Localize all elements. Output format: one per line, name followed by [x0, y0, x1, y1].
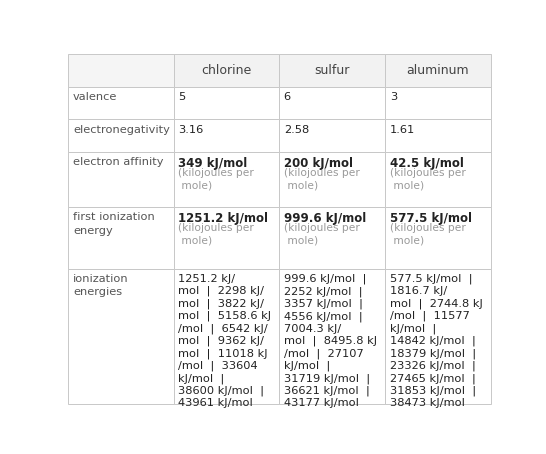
- Bar: [279, 152, 385, 207]
- Bar: [68, 207, 174, 268]
- Bar: [68, 54, 174, 87]
- Bar: [279, 207, 385, 268]
- Bar: [279, 54, 385, 87]
- Bar: [385, 268, 491, 404]
- Bar: [385, 54, 491, 87]
- Bar: [174, 268, 279, 404]
- Bar: [385, 87, 491, 119]
- Text: chlorine: chlorine: [201, 64, 252, 78]
- Text: 1251.2 kJ/
mol  |  2298 kJ/
mol  |  3822 kJ/
mol  |  5158.6 kJ
/mol  |  6542 kJ/: 1251.2 kJ/ mol | 2298 kJ/ mol | 3822 kJ/…: [179, 274, 271, 409]
- Bar: [385, 152, 491, 207]
- Text: 3: 3: [390, 92, 397, 102]
- Bar: [68, 87, 174, 119]
- Text: first ionization
energy: first ionization energy: [73, 212, 155, 236]
- Text: 999.6 kJ/mol  |
2252 kJ/mol  |
3357 kJ/mol  |
4556 kJ/mol  |
7004.3 kJ/
mol  |  : 999.6 kJ/mol | 2252 kJ/mol | 3357 kJ/mol…: [284, 274, 377, 409]
- Bar: [279, 268, 385, 404]
- Text: (kilojoules per
 mole): (kilojoules per mole): [179, 223, 254, 246]
- Text: 999.6 kJ/mol: 999.6 kJ/mol: [284, 212, 366, 225]
- Text: valence: valence: [73, 92, 117, 102]
- Text: ionization
energies: ionization energies: [73, 274, 128, 297]
- Text: (kilojoules per
 mole): (kilojoules per mole): [179, 168, 254, 190]
- Text: 349 kJ/mol: 349 kJ/mol: [179, 157, 247, 170]
- Bar: [279, 119, 385, 152]
- Text: 1.61: 1.61: [390, 124, 415, 134]
- Text: (kilojoules per
 mole): (kilojoules per mole): [284, 168, 360, 190]
- Text: 200 kJ/mol: 200 kJ/mol: [284, 157, 353, 170]
- Bar: [385, 119, 491, 152]
- Bar: [174, 54, 279, 87]
- Text: electron affinity: electron affinity: [73, 157, 163, 167]
- Text: electronegativity: electronegativity: [73, 124, 170, 134]
- Text: aluminum: aluminum: [407, 64, 469, 78]
- Text: 2.58: 2.58: [284, 124, 309, 134]
- Bar: [68, 119, 174, 152]
- Text: 6: 6: [284, 92, 291, 102]
- Bar: [279, 87, 385, 119]
- Bar: [174, 87, 279, 119]
- Bar: [385, 207, 491, 268]
- Text: 577.5 kJ/mol: 577.5 kJ/mol: [390, 212, 472, 225]
- Text: 42.5 kJ/mol: 42.5 kJ/mol: [390, 157, 464, 170]
- Bar: [68, 268, 174, 404]
- Text: (kilojoules per
 mole): (kilojoules per mole): [390, 168, 466, 190]
- Bar: [68, 152, 174, 207]
- Bar: [174, 119, 279, 152]
- Text: (kilojoules per
 mole): (kilojoules per mole): [284, 223, 360, 246]
- Text: 3.16: 3.16: [179, 124, 204, 134]
- Text: 1251.2 kJ/mol: 1251.2 kJ/mol: [179, 212, 268, 225]
- Bar: [174, 207, 279, 268]
- Text: sulfur: sulfur: [314, 64, 349, 78]
- Bar: [174, 152, 279, 207]
- Text: (kilojoules per
 mole): (kilojoules per mole): [390, 223, 466, 246]
- Text: 577.5 kJ/mol  |
1816.7 kJ/
mol  |  2744.8 kJ
/mol  |  11577
kJ/mol  |
14842 kJ/m: 577.5 kJ/mol | 1816.7 kJ/ mol | 2744.8 k…: [390, 274, 483, 409]
- Text: 5: 5: [179, 92, 186, 102]
